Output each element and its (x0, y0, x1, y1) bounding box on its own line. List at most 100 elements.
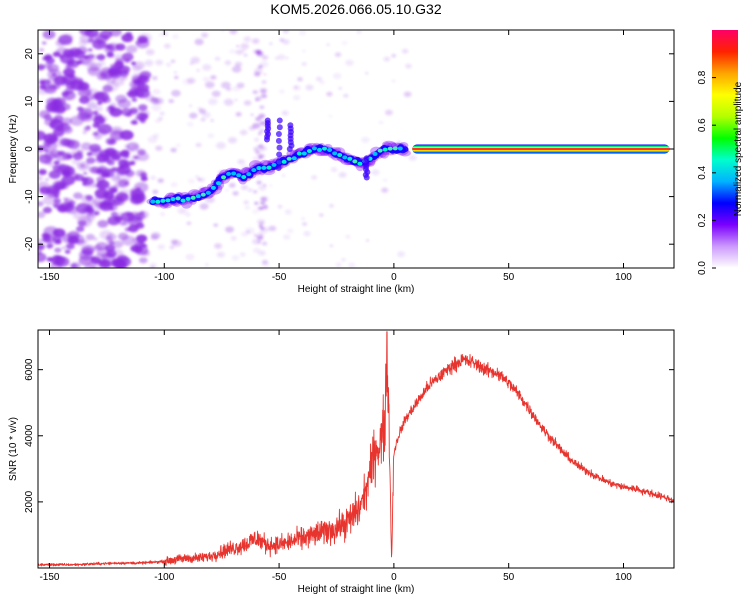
spectrogram-speckle (378, 120, 384, 125)
spectrogram-speckle (243, 36, 252, 42)
spectrogram-speckle (131, 75, 140, 83)
ridge-highlight-point (165, 198, 171, 203)
spectrogram-speckle (214, 243, 223, 249)
snr-panel: -150 -100 -50 0 50 100 2000 4000 6000 Height of… (8, 329, 675, 595)
spectrogram-speckle (124, 58, 131, 63)
spectrogram-speckle (293, 95, 301, 101)
spectrogram-speckle (263, 184, 267, 187)
spectrogram-speckle (157, 178, 164, 183)
spectrogram-speckle (195, 142, 202, 148)
spectrogram-speckle (223, 98, 234, 106)
ridge-highlight-point (246, 172, 252, 177)
spectrogram-speckle (124, 144, 130, 149)
spectrogram-speckle (345, 235, 351, 239)
ridge-highlight-point (286, 156, 292, 161)
spectrogram-speckle (83, 179, 96, 188)
spectrogram-speckle (195, 175, 200, 179)
spectrogram-speckle (152, 88, 161, 95)
spectrogram-speckle (121, 235, 136, 246)
spectrogram-speckle (114, 166, 128, 176)
snr-marks (38, 331, 674, 567)
spectrogram-speckle (260, 226, 270, 233)
spectrogram-speckle (83, 171, 88, 175)
spectrogram-speckle (99, 167, 104, 171)
spectrogram-speckle (76, 106, 84, 112)
ridge-smear-point (287, 122, 294, 129)
spectrogram-speckle (47, 84, 56, 90)
spectrogram-speckle (227, 137, 237, 144)
snr-data-point (451, 366, 452, 367)
ridge-highlight-point (155, 199, 161, 204)
spectrogram-speckle (150, 234, 159, 241)
snr-data-point (347, 521, 348, 522)
spectrogram-speckle (170, 147, 177, 153)
spectrogram-speckle (96, 179, 110, 190)
spectrogram-speckle (144, 94, 155, 102)
spectrogram-speckle (102, 172, 110, 178)
spectrogram-speckle (240, 252, 246, 257)
spectrogram-speckle (151, 76, 158, 81)
spectrogram-speckle (61, 233, 75, 244)
snr-data-point (72, 564, 73, 565)
ridge-smear-point (264, 117, 271, 124)
spectrogram-speckle (241, 231, 249, 237)
spectrogram-speckle (54, 105, 66, 114)
spectrogram-speckle (278, 89, 285, 94)
spectrogram-speckle (256, 180, 262, 185)
spectrogram-speckle (329, 244, 334, 247)
ridge-highlight-point (190, 195, 196, 200)
spectrogram-speckle (145, 49, 155, 56)
spectrogram-speckle (152, 189, 159, 195)
spectrogram-speckle (130, 120, 138, 125)
ridge-highlight-point (316, 147, 322, 152)
ridge-highlight-point (281, 159, 287, 164)
spectrogram-speckle (38, 64, 46, 71)
ridge-highlight-point (261, 165, 267, 170)
spectrogram-speckle (54, 204, 59, 208)
spectrogram-speckle (104, 157, 112, 164)
snr-data-point (370, 468, 371, 469)
ridge-highlight-point (256, 166, 262, 171)
spectrogram-speckle (202, 76, 210, 82)
spectrogram-speckle (281, 110, 289, 116)
spectrogram-speckle (38, 238, 44, 243)
spectrogram-speckle (405, 63, 412, 69)
spectrogram-speckle (189, 104, 192, 107)
ridge-highlight-point (322, 146, 328, 151)
snr-data-point (301, 538, 302, 539)
spectrogram-speckle (160, 112, 165, 116)
spectrogram-speckle (397, 141, 402, 144)
spectrogram-speckle (133, 117, 139, 121)
spectrogram-speckle (172, 34, 179, 39)
spectrogram-speckle (250, 113, 254, 116)
spectrogram-speckle (116, 153, 129, 162)
spectrogram-speckle (258, 224, 263, 228)
ridge-highlight-point (387, 146, 393, 151)
spectrogram-speckle (229, 30, 238, 35)
spectrogram-speckle (256, 219, 266, 225)
spectrogram-speckle (51, 99, 63, 107)
snr-data-point (577, 465, 578, 466)
spectrogram-speckle (187, 178, 196, 184)
ridge-smear-point (276, 124, 283, 131)
spectrogram-speckle (164, 43, 171, 49)
snr-y-axis-label: SNR (10 * v/v) (8, 417, 19, 481)
spectrogram-speckle (84, 263, 97, 268)
spectrogram-speckle (65, 242, 76, 250)
ridge-highlight-point (210, 185, 216, 190)
spectrogram-speckle (155, 59, 164, 66)
spectrogram-speckle (155, 145, 163, 151)
spectrogram-speckle (38, 211, 46, 219)
snr-data-point (474, 362, 475, 363)
spectrogram-speckle (230, 236, 237, 241)
spectrogram-speckle (196, 69, 200, 72)
colorbar-tick-label: 0.8 (697, 70, 708, 84)
snr-data-point (531, 412, 532, 413)
spectrogram-speckle (234, 61, 243, 67)
spectrogram-speckle (202, 64, 212, 71)
spectrogram-speckle (207, 133, 214, 138)
spectrogram-speckle (38, 145, 44, 152)
ridge-highlight-point (392, 146, 398, 151)
snr-data-point (611, 483, 612, 484)
